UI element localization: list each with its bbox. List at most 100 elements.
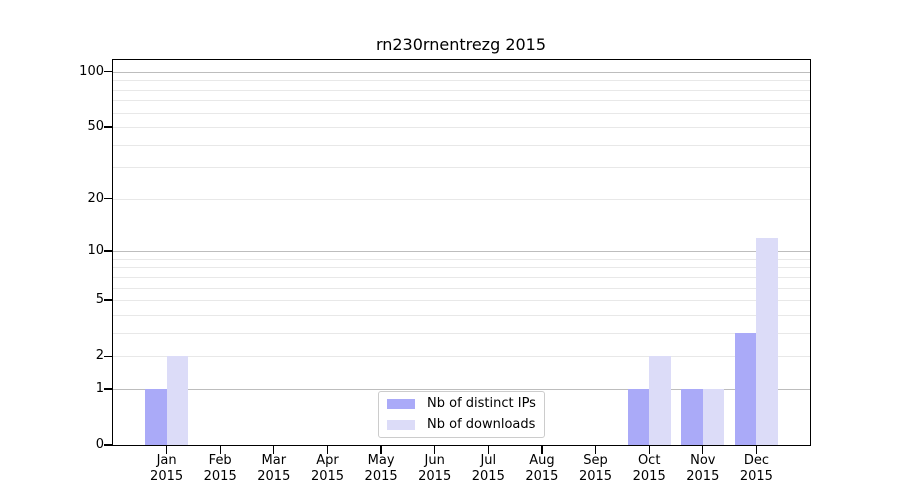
y-tick-label-0: 0 (95, 437, 104, 452)
x-tick-month: Mar (261, 453, 287, 468)
x-tick-jun (434, 446, 436, 454)
gridline-minor-2 (113, 356, 810, 358)
y-tick-50 (104, 126, 112, 128)
x-tick-label-may: May 2015 (351, 453, 411, 485)
x-tick-year: 2015 (578, 469, 613, 484)
y-tick-label-1: 1 (95, 380, 104, 396)
y-tick-0 (104, 444, 112, 446)
x-tick-label-oct: Oct 2015 (619, 453, 679, 485)
gridline-minor-90 (113, 80, 810, 82)
gridline-minor-60 (113, 112, 810, 114)
x-tick-month: Dec (743, 453, 769, 468)
y-tick-20 (104, 198, 112, 200)
x-tick-apr (326, 446, 329, 454)
x-tick-oct (648, 446, 650, 454)
legend-label-downloads: Nb of downloads (427, 416, 536, 432)
gridline-minor-5 (113, 300, 810, 302)
y-tick-label-10: 10 (87, 243, 104, 258)
bar-distinct-ips-jan (145, 388, 167, 445)
chart-title: rn230rnentrezg 2015 (375, 35, 547, 54)
x-tick-month: Oct (637, 453, 661, 468)
legend-item-distinct-ips: Nb of distinct IPs (387, 396, 544, 412)
plot-area: 0 1 2 5 10 20 50 100 Jan 2015 Feb 2015 Mar 2015 Apr 201… (79, 59, 811, 484)
y-tick-label-100: 100 (79, 63, 104, 79)
x-tick-nov (702, 446, 704, 454)
gridline-minor-50 (113, 127, 810, 128)
y-tick-100 (104, 71, 112, 73)
x-tick-label-dec: Dec 2015 (726, 453, 786, 485)
bar-distinct-ips-oct (627, 388, 650, 445)
y-tick-1 (104, 388, 112, 390)
legend-swatch-downloads (387, 419, 415, 430)
x-tick-year: 2015 (418, 469, 452, 484)
x-tick-year: 2015 (739, 469, 773, 484)
x-tick-month: Jun (424, 453, 445, 468)
gridline-minor-6 (113, 287, 810, 289)
gridline-major-10 (113, 251, 810, 252)
x-tick-year: 2015 (686, 469, 720, 484)
x-tick-label-jul: Jul 2015 (458, 453, 518, 485)
gridline-minor-40 (113, 144, 810, 146)
x-tick-jul (487, 446, 489, 454)
x-tick-month: Jan (156, 453, 177, 468)
y-tick-2 (104, 355, 112, 357)
x-tick-year: 2015 (525, 469, 559, 484)
x-tick-year: 2015 (471, 469, 505, 484)
x-tick-dec (755, 446, 757, 454)
y-tick-label-2: 2 (95, 348, 104, 364)
x-tick-sep (594, 446, 597, 454)
gridline-minor-70 (113, 100, 810, 102)
x-tick-month: Jul (480, 453, 497, 468)
legend-label-distinct-ips: Nb of distinct IPs (427, 396, 536, 412)
bar-downloads-nov (702, 388, 725, 445)
gridline-minor-9 (113, 258, 810, 260)
x-tick-year: 2015 (364, 469, 398, 484)
y-tick-label-20: 20 (87, 190, 104, 206)
gridline-minor-4 (113, 314, 810, 316)
x-tick-label-jan: Jan 2015 (137, 453, 197, 485)
bar-downloads-oct (649, 356, 671, 445)
x-tick-month: Apr (316, 453, 339, 468)
y-tick-label-50: 50 (87, 119, 104, 134)
y-tick-label-5: 5 (95, 292, 104, 308)
bar-downloads-jan (166, 356, 189, 445)
gridline-minor-20 (113, 198, 810, 200)
x-tick-month: Feb (208, 453, 232, 468)
legend: Nb of distinct IPs Nb of downloads (378, 391, 545, 438)
x-tick-month: Nov (690, 453, 716, 468)
x-tick-year: 2015 (310, 469, 345, 484)
bar-distinct-ips-nov (681, 388, 703, 445)
x-tick-label-jun: Jun 2015 (405, 453, 465, 485)
gridline-minor-7 (113, 276, 810, 278)
x-tick-label-apr: Apr 2015 (298, 453, 358, 485)
gridline-minor-8 (113, 267, 810, 269)
gridline-major-1 (113, 388, 810, 390)
x-tick-label-aug: Aug 2015 (512, 453, 572, 485)
y-tick-5 (104, 299, 112, 301)
x-tick-year: 2015 (150, 469, 184, 484)
bar-distinct-ips-dec (734, 332, 757, 445)
x-tick-year: 2015 (203, 469, 237, 484)
x-tick-feb (219, 446, 221, 454)
x-tick-mar (273, 446, 275, 454)
legend-item-downloads: Nb of downloads (387, 417, 544, 433)
x-tick-month: May (367, 453, 395, 468)
y-tick-10 (104, 250, 112, 252)
x-tick-label-feb: Feb 2015 (190, 453, 250, 485)
gridline-minor-80 (113, 89, 810, 91)
legend-swatch-distinct-ips (387, 399, 415, 410)
x-tick-label-nov: Nov 2015 (673, 453, 733, 485)
gridline-minor-3 (113, 332, 810, 334)
x-tick-year: 2015 (632, 469, 666, 484)
x-tick-month: Aug (529, 453, 555, 468)
x-tick-aug (541, 446, 543, 454)
x-tick-year: 2015 (257, 469, 291, 484)
x-tick-label-mar: Mar 2015 (244, 453, 304, 485)
x-tick-month: Sep (583, 453, 608, 468)
gridline-minor-30 (113, 167, 810, 169)
gridline-major-100 (113, 71, 810, 73)
x-tick-may (380, 446, 382, 454)
bar-downloads-dec (756, 237, 778, 445)
x-tick-jan (166, 446, 168, 454)
